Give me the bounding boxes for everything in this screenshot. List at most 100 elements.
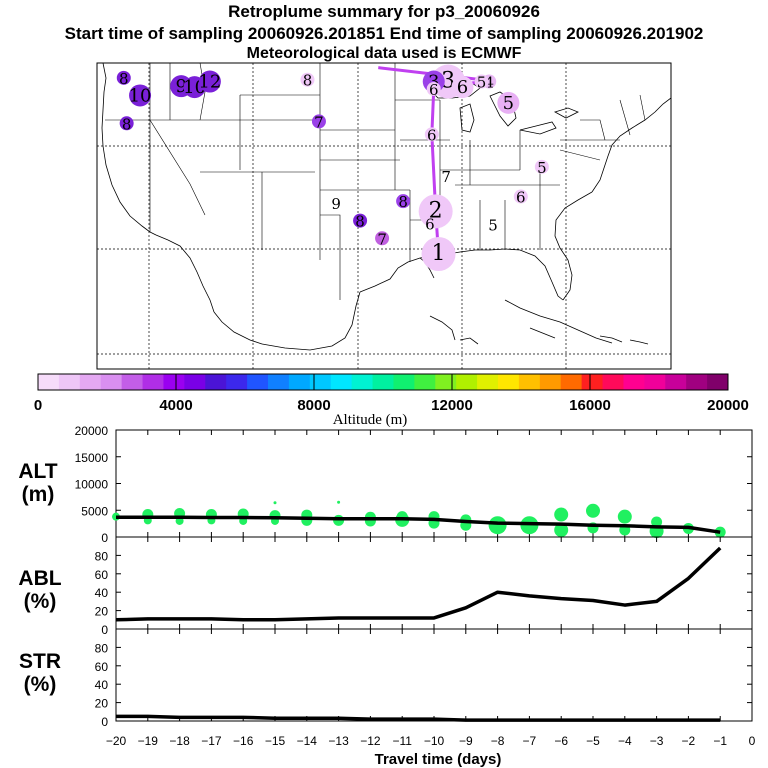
colorbar-cell bbox=[163, 374, 185, 390]
colorbar-tick-label: 0 bbox=[34, 397, 42, 414]
colorbar-tick-label: 16000 bbox=[569, 397, 611, 414]
x-tick-label: −1 bbox=[713, 734, 727, 748]
alt-unit: (m) bbox=[22, 483, 55, 506]
alt-ytick-label: 0 bbox=[101, 531, 108, 545]
plume-marker-circle bbox=[451, 76, 474, 99]
plume-marker-label: 10 bbox=[129, 85, 152, 106]
str-ytick-label: 40 bbox=[95, 678, 109, 692]
plume-marker: 10 bbox=[129, 84, 152, 107]
plume-marker-label: 6 bbox=[516, 189, 526, 207]
colorbar-cell bbox=[330, 374, 353, 390]
plume-marker-circle bbox=[198, 70, 221, 93]
colorbar-tick-label: 4000 bbox=[159, 397, 192, 414]
plume-marker: 2 bbox=[418, 194, 453, 229]
colorbar-cell bbox=[38, 374, 60, 390]
x-tick-label: −9 bbox=[459, 734, 473, 748]
colorbar-cell bbox=[456, 374, 478, 390]
colorbar-cell bbox=[644, 374, 666, 390]
plume-marker-label: 4 bbox=[484, 74, 494, 92]
x-tick-label: −11 bbox=[392, 734, 412, 748]
colorbar-cell bbox=[184, 374, 206, 390]
plume-marker-label: 5 bbox=[477, 74, 487, 92]
plume-marker-circle bbox=[116, 70, 131, 85]
plume-marker-label: 2 bbox=[429, 198, 443, 223]
colorbar-cell bbox=[414, 374, 436, 390]
alt-cluster-point bbox=[586, 503, 600, 518]
plume-marker: 8 bbox=[119, 115, 134, 133]
plume-marker: 6 bbox=[425, 215, 435, 233]
plume-marker-circle bbox=[311, 114, 326, 129]
map-frame bbox=[96, 62, 672, 370]
plume-marker-label: 8 bbox=[355, 213, 365, 231]
map-panel: 123345555666667778888899101012 bbox=[96, 62, 672, 370]
plume-marker-circle bbox=[129, 84, 152, 107]
alt-ytick-label: 20000 bbox=[75, 424, 109, 438]
plume-marker-circle bbox=[421, 237, 456, 272]
colorbar-tick-label: 12000 bbox=[431, 397, 473, 414]
plume-marker-circle bbox=[375, 231, 390, 246]
str-panel: STR (%) 0 20 40 60 80 bbox=[19, 628, 753, 729]
alt-cluster-point bbox=[554, 523, 569, 538]
x-tick-label: −10 bbox=[424, 734, 445, 748]
plume-marker-label: 1 bbox=[432, 241, 446, 266]
altitude-colorbar: 0 4000 8000 12000 16000 20000 Altitude (m) bbox=[34, 373, 749, 428]
x-tick-label: −20 bbox=[106, 734, 127, 748]
plume-marker-label: 9 bbox=[331, 195, 341, 213]
travel-time-axis: −20 −19 −18 −17 −16 −15 −14 −13 −12 −11 −10 −9 −8 −7−… bbox=[106, 734, 756, 748]
plume-marker: 5 bbox=[474, 74, 489, 92]
x-axis-title: Travel time (days) bbox=[375, 751, 502, 768]
x-tick-label: −6 bbox=[554, 734, 568, 748]
plume-marker-label: 8 bbox=[303, 72, 313, 90]
plume-marker-label: 5 bbox=[503, 93, 514, 114]
alt-cluster-point bbox=[617, 509, 632, 524]
plume-marker: 8 bbox=[396, 193, 411, 211]
colorbar-cell bbox=[539, 374, 562, 390]
abl-frame bbox=[115, 536, 753, 630]
colorbar-cell bbox=[288, 374, 311, 390]
plume-marker: 1 bbox=[421, 237, 456, 272]
colorbar-cell bbox=[498, 374, 520, 390]
alt-series-line bbox=[116, 515, 721, 534]
plume-marker-label: 12 bbox=[198, 72, 221, 93]
plume-marker: 8 bbox=[353, 213, 368, 231]
plume-marker-circle bbox=[513, 189, 528, 204]
x-tick-label: −8 bbox=[491, 734, 505, 748]
plume-marker-label: 6 bbox=[425, 215, 435, 233]
plume-marker-circle bbox=[300, 72, 315, 87]
colorbar-cell bbox=[686, 374, 708, 390]
plume-marker-circle bbox=[119, 116, 134, 131]
plume-marker-label: 5 bbox=[488, 216, 498, 234]
x-tick-label: −4 bbox=[618, 734, 632, 748]
plume-marker: 7 bbox=[311, 113, 326, 131]
colorbar-cell bbox=[351, 374, 374, 390]
colorbar-cell bbox=[309, 374, 332, 390]
colorbar-cell bbox=[665, 374, 687, 390]
colorbar-cell bbox=[707, 374, 729, 390]
colorbar-cell bbox=[205, 374, 227, 390]
plume-marker: 12 bbox=[198, 70, 221, 93]
plume-marker-label: 8 bbox=[119, 70, 129, 88]
colorbar-cell bbox=[602, 374, 624, 390]
plume-marker: 5 bbox=[488, 216, 498, 234]
x-tick-label: −7 bbox=[523, 734, 537, 748]
x-tick-label: −17 bbox=[201, 734, 222, 748]
colorbar-cell bbox=[100, 374, 123, 390]
str-frame bbox=[115, 628, 753, 722]
colorbar-cell bbox=[477, 374, 499, 390]
str-ytick-label: 20 bbox=[95, 697, 109, 711]
x-tick-label: −19 bbox=[138, 734, 159, 748]
plume-marker-circle bbox=[426, 81, 441, 96]
plume-marker: 8 bbox=[300, 72, 315, 90]
abl-ytick-label: 80 bbox=[95, 549, 109, 563]
abl-series-line bbox=[115, 546, 722, 622]
plume-marker-label: 7 bbox=[314, 113, 324, 131]
plume-marker: 6 bbox=[426, 81, 441, 99]
str-ytick-label: 80 bbox=[95, 641, 109, 655]
alt-panel: ALT (m) 0 5000 10000 15000 20000 bbox=[18, 424, 753, 545]
alt-cluster-point bbox=[337, 500, 341, 504]
plume-marker: 6 bbox=[513, 189, 528, 207]
str-unit: (%) bbox=[24, 673, 57, 696]
plume-marker-circle bbox=[534, 159, 549, 174]
plume-marker: 6 bbox=[451, 76, 474, 99]
